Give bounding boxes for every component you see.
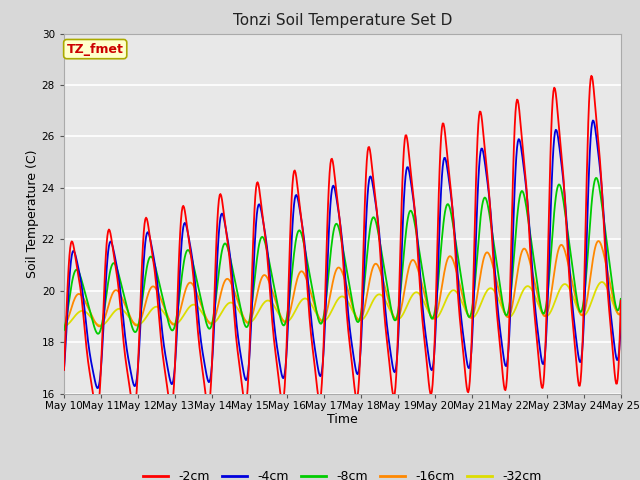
X-axis label: Time: Time — [327, 413, 358, 426]
Title: Tonzi Soil Temperature Set D: Tonzi Soil Temperature Set D — [233, 13, 452, 28]
Legend: -2cm, -4cm, -8cm, -16cm, -32cm: -2cm, -4cm, -8cm, -16cm, -32cm — [138, 465, 547, 480]
Y-axis label: Soil Temperature (C): Soil Temperature (C) — [26, 149, 39, 278]
Text: TZ_fmet: TZ_fmet — [67, 43, 124, 56]
